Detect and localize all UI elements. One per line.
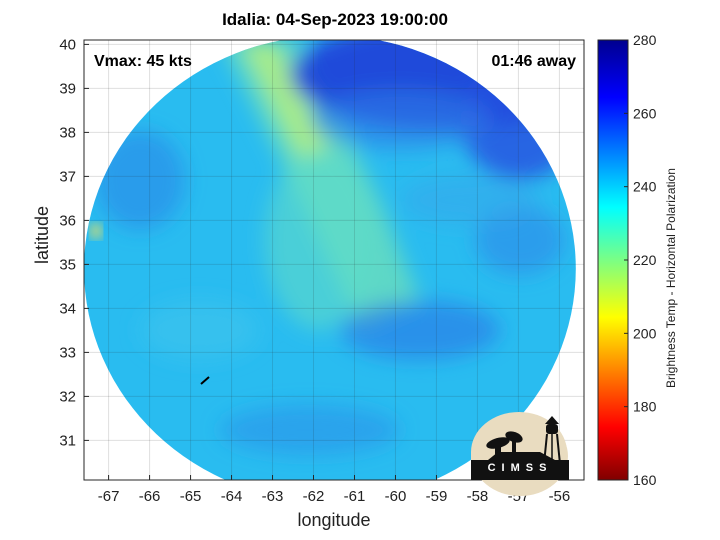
colorbar-tick-label: 160: [633, 472, 657, 488]
plot-title: Idalia: 04-Sep-2023 19:00:00: [222, 10, 448, 29]
y-tick-label: 39: [59, 80, 76, 97]
y-tick-label: 33: [59, 344, 76, 361]
y-tick-label: 40: [59, 36, 76, 53]
colorbar-tick-label: 280: [633, 32, 657, 48]
x-tick-label: -62: [303, 488, 325, 505]
axes-box: [83, 39, 585, 481]
colorbar-tick-label: 200: [633, 325, 657, 341]
x-tick-label: -65: [180, 488, 202, 505]
x-axis-ticks: -67 -66 -65 -64 -63 -62 -61 -60 -59 -58 -57 -56: [98, 475, 571, 505]
y-tick-label: 32: [59, 388, 76, 405]
vmax-label: Vmax: 45 kts: [94, 53, 192, 70]
y-tick-label: 38: [59, 124, 76, 141]
colorbar-tick-label: 240: [633, 179, 657, 195]
colorbar-tick-label: 180: [633, 399, 657, 415]
colorbar-ticks: 160 180 200 220 240 260 280: [624, 32, 657, 488]
x-tick-label: -61: [344, 488, 366, 505]
colorbar: [597, 39, 629, 481]
x-tick-label: -60: [385, 488, 407, 505]
y-tick-label: 36: [59, 212, 76, 229]
cimss-logo-text: CIMSS: [487, 462, 553, 474]
x-tick-label: -66: [139, 488, 161, 505]
y-tick-label: 37: [59, 168, 76, 185]
colorbar-label: Brightness Temp - Horizontal Polarizatio…: [664, 168, 678, 388]
x-tick-label: -59: [426, 488, 448, 505]
y-axis-ticks: 31 32 33 34 35 36 37 38 39 40: [59, 36, 89, 449]
colorbar-tick-label: 220: [633, 252, 657, 268]
x-tick-label: -58: [467, 488, 489, 505]
cimss-logo: [471, 412, 569, 496]
x-tick-label: -63: [262, 488, 284, 505]
x-tick-label: -56: [549, 488, 571, 505]
colorbar-tick-label: 260: [633, 105, 657, 121]
y-tick-label: 31: [59, 432, 76, 449]
grid-lines: [84, 40, 584, 480]
x-tick-label: -67: [98, 488, 120, 505]
y-tick-label: 35: [59, 256, 76, 273]
y-axis-title: latitude: [32, 205, 52, 265]
x-axis-title: longitude: [297, 510, 371, 530]
time-away-label: 01:46 away: [491, 53, 576, 70]
y-tick-label: 34: [59, 300, 76, 317]
x-tick-label: -64: [221, 488, 243, 505]
